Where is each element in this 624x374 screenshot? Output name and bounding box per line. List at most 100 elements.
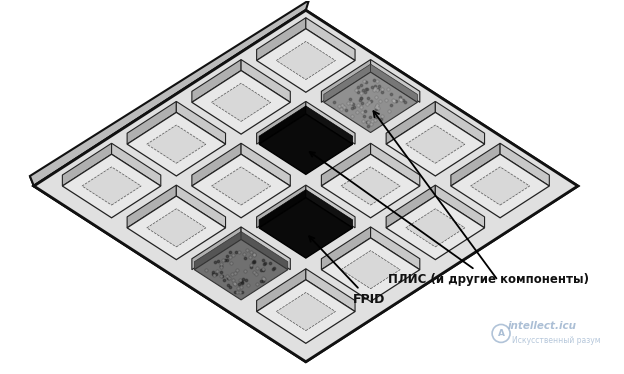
Point bbox=[369, 77, 379, 83]
Polygon shape bbox=[406, 209, 465, 247]
Polygon shape bbox=[192, 71, 290, 134]
Point bbox=[243, 282, 253, 288]
Polygon shape bbox=[341, 251, 400, 289]
Polygon shape bbox=[386, 112, 485, 176]
Point bbox=[233, 285, 243, 291]
Point bbox=[236, 284, 246, 290]
Point bbox=[250, 258, 260, 264]
Point bbox=[233, 285, 243, 291]
Point bbox=[394, 94, 404, 99]
Polygon shape bbox=[30, 0, 309, 186]
Polygon shape bbox=[62, 154, 161, 218]
Point bbox=[363, 119, 373, 125]
Point bbox=[396, 97, 406, 103]
Point bbox=[371, 104, 381, 110]
Point bbox=[364, 99, 374, 105]
Point bbox=[223, 275, 233, 281]
Point bbox=[249, 252, 259, 258]
Point bbox=[361, 86, 371, 92]
Point bbox=[353, 102, 363, 108]
Polygon shape bbox=[324, 72, 417, 132]
Point bbox=[358, 118, 368, 124]
Polygon shape bbox=[321, 154, 420, 218]
Point bbox=[235, 289, 245, 295]
Point bbox=[373, 87, 383, 93]
Point bbox=[225, 254, 235, 260]
Point bbox=[258, 266, 268, 272]
Point bbox=[356, 91, 366, 96]
Point bbox=[363, 119, 373, 125]
Point bbox=[239, 251, 249, 257]
Point bbox=[249, 252, 259, 258]
Point bbox=[389, 98, 399, 104]
Point bbox=[256, 267, 266, 273]
Point bbox=[235, 289, 245, 295]
Point bbox=[232, 267, 242, 273]
Point bbox=[236, 284, 246, 290]
Point bbox=[233, 249, 243, 255]
Point bbox=[376, 116, 386, 122]
Point bbox=[227, 260, 236, 266]
Text: intellect.icu: intellect.icu bbox=[508, 322, 577, 331]
Point bbox=[357, 108, 367, 114]
Point bbox=[213, 258, 223, 264]
Point bbox=[216, 263, 226, 269]
Point bbox=[381, 97, 391, 103]
Point bbox=[265, 260, 275, 266]
Point bbox=[374, 83, 384, 89]
Point bbox=[258, 267, 268, 273]
Point bbox=[240, 268, 250, 274]
Point bbox=[246, 262, 256, 268]
Point bbox=[329, 99, 339, 105]
Polygon shape bbox=[259, 106, 306, 144]
Point bbox=[377, 89, 387, 95]
Polygon shape bbox=[192, 227, 241, 270]
Point bbox=[233, 249, 243, 255]
Point bbox=[212, 271, 222, 277]
Point bbox=[341, 107, 351, 113]
Point bbox=[218, 257, 228, 263]
Point bbox=[362, 101, 372, 107]
Polygon shape bbox=[177, 185, 225, 228]
Point bbox=[243, 282, 253, 288]
Text: Искусственный разум: Искусственный разум bbox=[512, 336, 601, 345]
Point bbox=[241, 247, 251, 253]
Point bbox=[339, 104, 349, 110]
Point bbox=[369, 88, 379, 94]
Point bbox=[216, 264, 226, 270]
Point bbox=[231, 249, 241, 255]
Point bbox=[229, 280, 239, 286]
Polygon shape bbox=[259, 114, 353, 174]
Point bbox=[353, 109, 363, 115]
Polygon shape bbox=[112, 143, 161, 186]
Point bbox=[363, 95, 373, 101]
Point bbox=[347, 105, 357, 111]
Point bbox=[366, 98, 376, 104]
Point bbox=[356, 95, 366, 101]
Point bbox=[356, 95, 366, 101]
Point bbox=[357, 108, 367, 114]
Point bbox=[396, 97, 406, 103]
Point bbox=[209, 272, 219, 278]
Point bbox=[245, 254, 255, 260]
Point bbox=[258, 276, 268, 282]
Point bbox=[241, 247, 251, 253]
Point bbox=[369, 88, 379, 94]
Polygon shape bbox=[306, 190, 353, 228]
Polygon shape bbox=[62, 143, 112, 186]
Point bbox=[251, 272, 261, 278]
Point bbox=[359, 78, 369, 84]
Point bbox=[373, 102, 383, 108]
Polygon shape bbox=[306, 18, 355, 61]
Point bbox=[377, 86, 387, 92]
Point bbox=[223, 275, 233, 281]
Point bbox=[220, 257, 230, 263]
Point bbox=[363, 123, 373, 129]
Point bbox=[258, 261, 268, 267]
Point bbox=[399, 97, 409, 103]
Point bbox=[362, 101, 372, 107]
Point bbox=[363, 86, 373, 92]
Point bbox=[346, 100, 356, 106]
Point bbox=[367, 117, 377, 123]
Point bbox=[386, 102, 396, 108]
